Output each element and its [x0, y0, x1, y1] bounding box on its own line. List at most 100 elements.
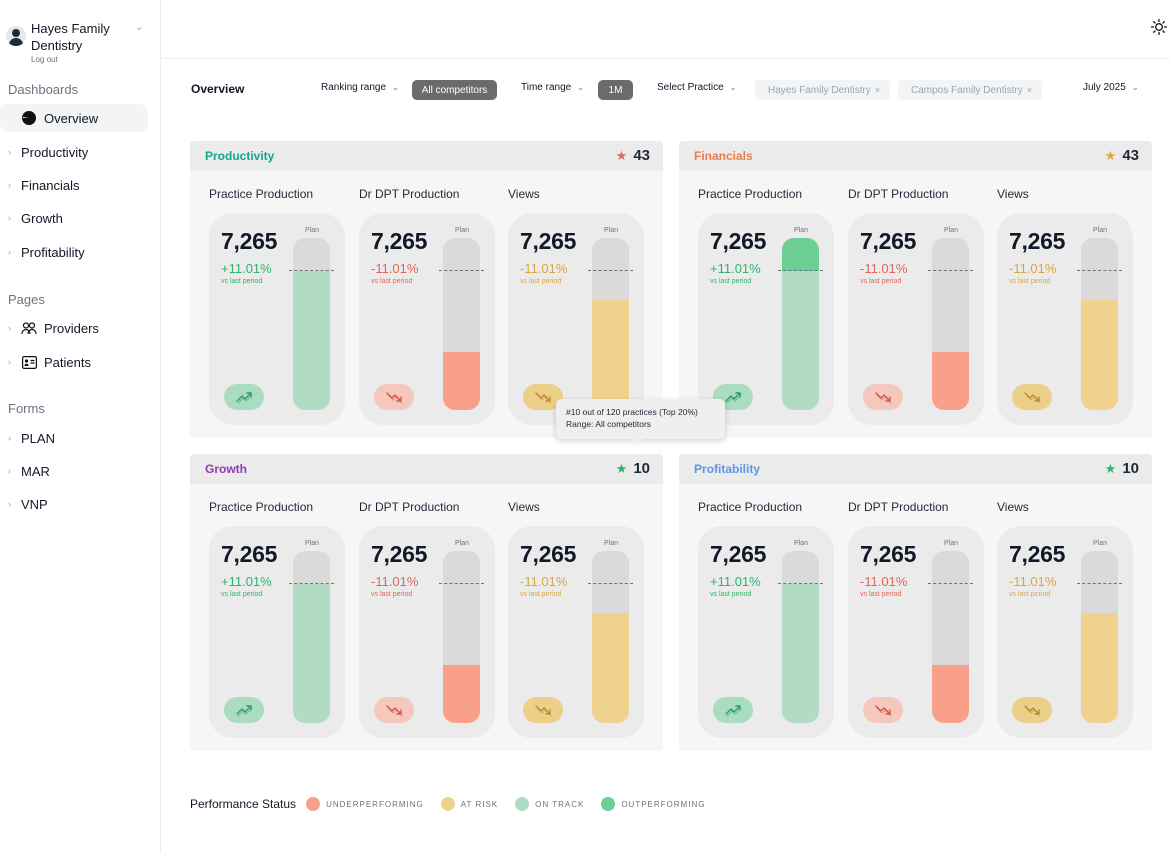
tooltip-line-rank: #10 out of 120 practices (Top 20%)	[566, 407, 698, 417]
sidebar-item-plan[interactable]: › PLAN	[0, 424, 148, 452]
trend-down-icon[interactable]	[374, 697, 414, 723]
sidebar-item-mar[interactable]: › MAR	[0, 457, 148, 485]
panel-header: Financials ★ 43	[679, 141, 1152, 171]
trend-up-icon[interactable]	[713, 384, 753, 410]
progress-track	[443, 238, 480, 410]
metric-value: 7,265	[1009, 228, 1066, 254]
metric-value: 7,265	[520, 228, 577, 254]
panel-title[interactable]: Growth	[205, 462, 247, 476]
plan-line	[289, 583, 334, 584]
logout-link[interactable]: Log out	[31, 55, 58, 64]
sidebar-item-patients[interactable]: › Patients	[0, 348, 148, 376]
sidebar-item-label: Financials	[21, 177, 80, 193]
sidebar-item-profitability[interactable]: › Profitability	[0, 238, 148, 266]
time-range-value[interactable]: 1M	[598, 80, 633, 100]
topbar-divider	[161, 58, 1171, 59]
dashboards-section-label: Dashboards	[8, 82, 79, 97]
close-icon[interactable]: ×	[1026, 85, 1032, 95]
forms-section-label: Forms	[8, 401, 45, 416]
chevron-right-icon: ›	[8, 433, 11, 443]
legend-item-on-track: ON TRACK	[515, 797, 584, 811]
metric-value: 7,265	[710, 228, 767, 254]
trend-down-icon[interactable]	[374, 384, 414, 410]
metric-change: +11.01%	[221, 574, 272, 589]
time-range-dropdown[interactable]: Time range ⌄	[521, 82, 584, 93]
legend-label: OUTPERFORMING	[621, 799, 706, 809]
plan-label: Plan	[944, 227, 959, 234]
metric-value: 7,265	[371, 228, 428, 254]
plan-label: Plan	[455, 540, 470, 547]
legend-label: UNDERPERFORMING	[326, 799, 424, 809]
date-dropdown[interactable]: July 2025 ⌄	[1083, 82, 1139, 93]
account-switcher[interactable]: Hayes Family Dentistry Log out ⌄	[4, 18, 154, 68]
metric-card[interactable]: 7,265 -11.01% vs last period Plan	[508, 526, 644, 738]
sidebar-item-label: VNP	[21, 496, 48, 512]
sidebar-item-label: MAR	[21, 463, 50, 479]
pages-section-label: Pages	[8, 292, 45, 307]
plan-label: Plan	[794, 540, 809, 547]
metric-card[interactable]: 7,265 +11.01% vs last period Plan	[209, 213, 345, 425]
legend-dot	[440, 797, 455, 811]
progress-track	[782, 238, 819, 410]
practice-chip[interactable]: Hayes Family Dentistry ×	[755, 80, 891, 100]
sidebar-item-productivity[interactable]: › Productivity	[0, 138, 148, 166]
practice-chip-label: Campos Family Dentistry	[911, 84, 1023, 96]
sidebar-item-label: Patients	[44, 354, 91, 370]
close-icon[interactable]: ×	[874, 85, 881, 95]
sidebar-item-providers[interactable]: › Providers	[0, 314, 148, 342]
plan-line	[1077, 270, 1122, 271]
metric-value: 7,265	[710, 541, 767, 567]
sidebar-item-overview[interactable]: Overview	[0, 104, 148, 132]
trend-up-icon[interactable]	[224, 384, 264, 410]
metric-card[interactable]: 7,265 -11.01% vs last period Plan	[997, 526, 1133, 738]
metric-value: 7,265	[221, 541, 278, 567]
metric-card[interactable]: 7,265 +11.01% vs last period Plan	[698, 526, 834, 738]
chevron-right-icon: ›	[8, 147, 11, 157]
metric-value: 7,265	[1009, 541, 1066, 567]
trend-up-icon[interactable]	[224, 697, 264, 723]
metric-card[interactable]: 7,265 -11.01% vs last period Plan	[848, 213, 984, 425]
sidebar-item-label: Profitability	[21, 244, 85, 260]
metric-change: -11.01%	[1009, 574, 1057, 589]
sidebar-item-growth[interactable]: › Growth	[0, 204, 148, 232]
trend-up-icon[interactable]	[713, 697, 753, 723]
star-icon: ★	[1104, 460, 1117, 476]
legend-item-outperforming: OUTPERFORMING	[601, 797, 705, 811]
practice-chip[interactable]: Campos Family Dentistry ×	[898, 80, 1042, 100]
trend-down-icon[interactable]	[523, 697, 563, 723]
ranking-range-value[interactable]: All competitors	[412, 80, 497, 100]
theme-toggle-sun-icon[interactable]	[1150, 18, 1168, 36]
legend-label: ON TRACK	[535, 799, 585, 809]
trend-down-icon[interactable]	[1012, 384, 1052, 410]
select-practice-label: Select Practice	[657, 82, 724, 93]
panel-title[interactable]: Productivity	[205, 149, 275, 163]
sidebar-item-financials[interactable]: › Financials	[0, 171, 148, 199]
progress-track	[932, 551, 969, 723]
ranking-range-label: Ranking range	[321, 82, 387, 93]
ranking-range-dropdown[interactable]: Ranking range ⌄	[321, 82, 399, 93]
metric-card[interactable]: 7,265 -11.01% vs last period Plan	[508, 213, 644, 425]
metric-card[interactable]: 7,265 -11.01% vs last period Plan	[997, 213, 1133, 425]
select-practice-dropdown[interactable]: Select Practice ⌄	[657, 82, 736, 93]
metric-card[interactable]: 7,265 +11.01% vs last period Plan	[209, 526, 345, 738]
metric-card[interactable]: 7,265 +11.01% vs last period Plan	[698, 213, 834, 425]
metric-card[interactable]: 7,265 -11.01% vs last period Plan	[848, 526, 984, 738]
progress-fill	[1081, 613, 1118, 723]
trend-down-icon[interactable]	[863, 697, 903, 723]
trend-down-icon[interactable]	[1012, 697, 1052, 723]
metric-label: Dr DPT Production	[359, 187, 460, 201]
progress-track	[592, 238, 629, 410]
trend-down-icon[interactable]	[863, 384, 903, 410]
chevron-down-icon: ⌄	[729, 83, 737, 92]
progress-track	[293, 238, 330, 410]
metric-card[interactable]: 7,265 -11.01% vs last period Plan	[359, 526, 495, 738]
plan-line	[588, 583, 633, 584]
legend-dot	[515, 797, 530, 811]
panel-title[interactable]: Profitability	[694, 462, 761, 476]
panel-title[interactable]: Financials	[694, 149, 753, 163]
metric-card[interactable]: 7,265 -11.01% vs last period Plan	[359, 213, 495, 425]
sidebar-item-vnp[interactable]: › VNP	[0, 490, 148, 518]
chevron-down-icon[interactable]: ⌄	[135, 22, 144, 33]
performance-status-legend: Performance Status UNDERPERFORMING AT RI…	[190, 797, 722, 811]
metric-label: Views	[508, 500, 540, 514]
